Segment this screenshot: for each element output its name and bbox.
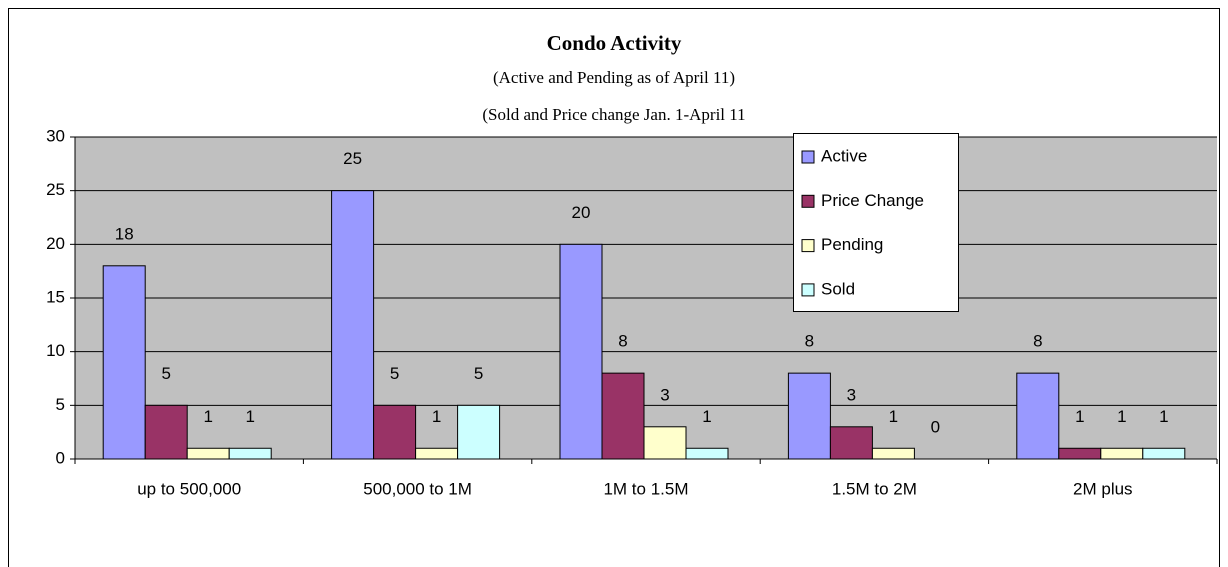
y-tick-label: 25: [46, 180, 65, 199]
bar: [373, 404, 417, 460]
data-label: 1: [1117, 407, 1126, 426]
y-tick-label: 30: [46, 126, 65, 145]
bar: [685, 447, 729, 460]
data-label: 3: [847, 385, 856, 404]
data-label: 5: [161, 364, 170, 383]
bar: [1058, 447, 1102, 460]
data-label: 5: [390, 364, 399, 383]
data-label: 1: [432, 407, 441, 426]
data-label: 25: [343, 149, 362, 168]
bar: [829, 426, 873, 460]
y-tick-label: 20: [46, 234, 65, 253]
data-label: 8: [1033, 332, 1042, 351]
data-label: 1: [889, 407, 898, 426]
legend-swatch: [801, 239, 815, 253]
bar: [415, 447, 459, 460]
legend-label: Sold: [821, 279, 855, 298]
bar: [559, 243, 603, 460]
data-label: 5: [474, 364, 483, 383]
legend-swatch: [801, 283, 815, 297]
chart-subtitle: (Active and Pending as of April 11): [493, 68, 735, 87]
legend-label: Price Change: [821, 191, 924, 210]
data-label: 0: [931, 417, 940, 436]
bar: [1142, 447, 1186, 460]
bar: [144, 404, 188, 460]
legend: [793, 133, 959, 312]
legend-swatch: [801, 150, 815, 164]
bar: [457, 404, 501, 460]
bar: [228, 447, 272, 460]
data-label: 1: [245, 407, 254, 426]
data-label: 3: [660, 385, 669, 404]
y-tick-label: 5: [56, 395, 65, 414]
chart-title: Condo Activity: [547, 31, 682, 55]
data-label: 1: [203, 407, 212, 426]
y-tick-label: 15: [46, 287, 65, 306]
x-tick-label: up to 500,000: [137, 479, 241, 498]
data-label: 1: [1159, 407, 1168, 426]
data-label: 1: [1075, 407, 1084, 426]
bar: [787, 372, 831, 460]
bar: [331, 190, 375, 460]
bar: [102, 265, 146, 460]
data-label: 8: [805, 332, 814, 351]
y-tick-label: 10: [46, 341, 65, 360]
x-tick-label: 500,000 to 1M: [363, 479, 472, 498]
x-tick-label: 1M to 1.5M: [603, 479, 688, 498]
legend-label: Active: [821, 146, 867, 165]
x-tick-label: 2M plus: [1073, 479, 1133, 498]
chart-subtitle: (Sold and Price change Jan. 1-April 11: [482, 105, 745, 124]
legend-label: Pending: [821, 235, 883, 254]
data-label: 8: [618, 332, 627, 351]
bar: [643, 426, 687, 460]
bar: [1100, 447, 1144, 460]
x-tick-label: 1.5M to 2M: [832, 479, 917, 498]
legend-swatch: [801, 194, 815, 208]
data-label: 20: [572, 203, 591, 222]
y-tick-label: 0: [56, 448, 65, 467]
bar: [601, 372, 645, 460]
bar: [186, 447, 230, 460]
data-label: 1: [702, 407, 711, 426]
data-label: 18: [115, 224, 134, 243]
bar: [1016, 372, 1060, 460]
bar: [871, 447, 915, 460]
